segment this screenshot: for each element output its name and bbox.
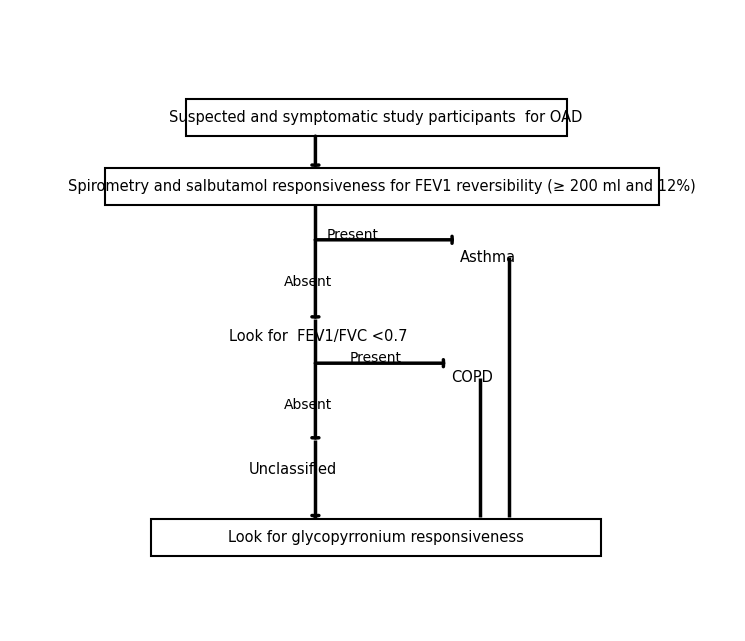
Text: Look for  FEV1/FVC <0.7: Look for FEV1/FVC <0.7 xyxy=(229,329,408,344)
Text: Asthma: Asthma xyxy=(460,249,516,265)
FancyBboxPatch shape xyxy=(104,168,659,205)
Text: Absent: Absent xyxy=(284,398,332,412)
Text: Suspected and symptomatic study participants  for OAD: Suspected and symptomatic study particip… xyxy=(169,110,583,125)
Text: Present: Present xyxy=(327,228,379,242)
Text: Look for glycopyrronium responsiveness: Look for glycopyrronium responsiveness xyxy=(228,529,524,545)
Text: Absent: Absent xyxy=(284,275,332,288)
FancyBboxPatch shape xyxy=(186,99,566,136)
Text: COPD: COPD xyxy=(451,370,493,385)
FancyBboxPatch shape xyxy=(150,519,601,556)
Text: Spirometry and salbutamol responsiveness for FEV1 reversibility (≥ 200 ml and 12: Spirometry and salbutamol responsiveness… xyxy=(68,179,696,194)
Text: Unclassified: Unclassified xyxy=(249,462,337,477)
Text: Present: Present xyxy=(350,351,402,365)
